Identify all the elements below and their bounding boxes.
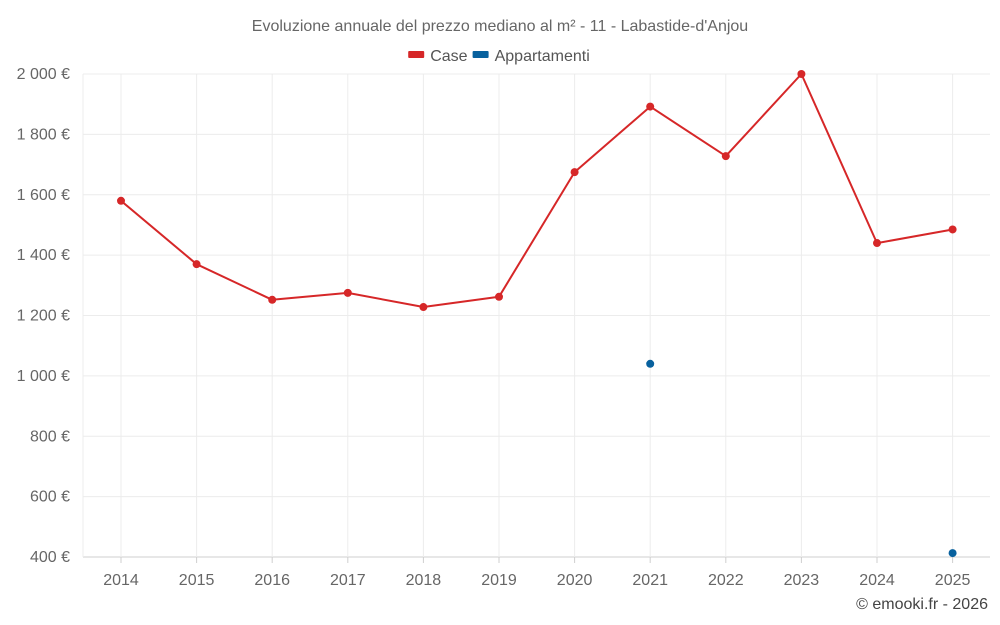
x-tick-label: 2014	[103, 572, 139, 589]
legend-item[interactable]: Case	[408, 48, 468, 65]
data-point[interactable]	[268, 295, 277, 304]
data-point[interactable]	[646, 102, 655, 111]
y-tick-label: 600 €	[30, 489, 70, 506]
grid	[82, 73, 990, 563]
x-axis: 2014 2015 2016 2017 2018 2019 2020 2021 2022 2023…	[103, 572, 970, 589]
x-tick-label: 2022	[708, 572, 744, 589]
x-tick-label: 2023	[784, 572, 820, 589]
x-tick-label: 2019	[481, 572, 517, 589]
y-tick-label: 1 600 €	[17, 187, 70, 204]
x-tick-label: 2025	[935, 572, 971, 589]
legend-swatch	[472, 51, 489, 58]
data-point[interactable]	[570, 168, 579, 177]
series-appartamenti	[646, 359, 957, 558]
y-tick-label: 2 000 €	[17, 66, 70, 83]
legend-label: Appartamenti	[495, 48, 590, 65]
y-tick-label: 1 400 €	[17, 247, 70, 264]
y-tick-label: 800 €	[30, 428, 70, 445]
y-axis: 400 € 600 € 800 € 1 000 € 1 200 € 1 400 € 1 60…	[17, 66, 70, 566]
x-tick-label: 2017	[330, 572, 366, 589]
legend-item[interactable]: Appartamenti	[472, 48, 590, 65]
data-point[interactable]	[948, 549, 957, 558]
data-point[interactable]	[721, 152, 730, 161]
x-tick-label: 2024	[859, 572, 895, 589]
x-tick-label: 2015	[179, 572, 215, 589]
data-point[interactable]	[343, 288, 352, 297]
y-tick-label: 1 200 €	[17, 308, 70, 325]
data-point[interactable]	[646, 359, 655, 368]
data-point[interactable]	[192, 260, 201, 269]
data-point[interactable]	[797, 70, 806, 78]
data-point[interactable]	[495, 292, 503, 301]
series-case	[117, 70, 957, 312]
data-point[interactable]	[419, 303, 428, 312]
credit-text: © emooki.fr - 2026	[856, 596, 988, 613]
legend-label: Case	[430, 48, 467, 65]
x-tick-label: 2020	[557, 572, 593, 589]
series-line	[120, 73, 953, 308]
y-tick-label: 1 800 €	[17, 126, 70, 143]
y-tick-label: 1 000 €	[17, 368, 70, 385]
plot-area	[117, 70, 957, 558]
data-point[interactable]	[873, 239, 881, 248]
legend-swatch	[408, 51, 425, 58]
data-point[interactable]	[117, 196, 125, 205]
x-tick-label: 2021	[632, 572, 668, 589]
x-tick-label: 2018	[406, 572, 442, 589]
x-tick-label: 2016	[254, 572, 290, 589]
data-point[interactable]	[948, 225, 957, 234]
legend: Case Appartamenti	[408, 48, 590, 65]
y-tick-label: 400 €	[30, 549, 70, 566]
chart-title: Evoluzione annuale del prezzo mediano al…	[252, 18, 748, 35]
